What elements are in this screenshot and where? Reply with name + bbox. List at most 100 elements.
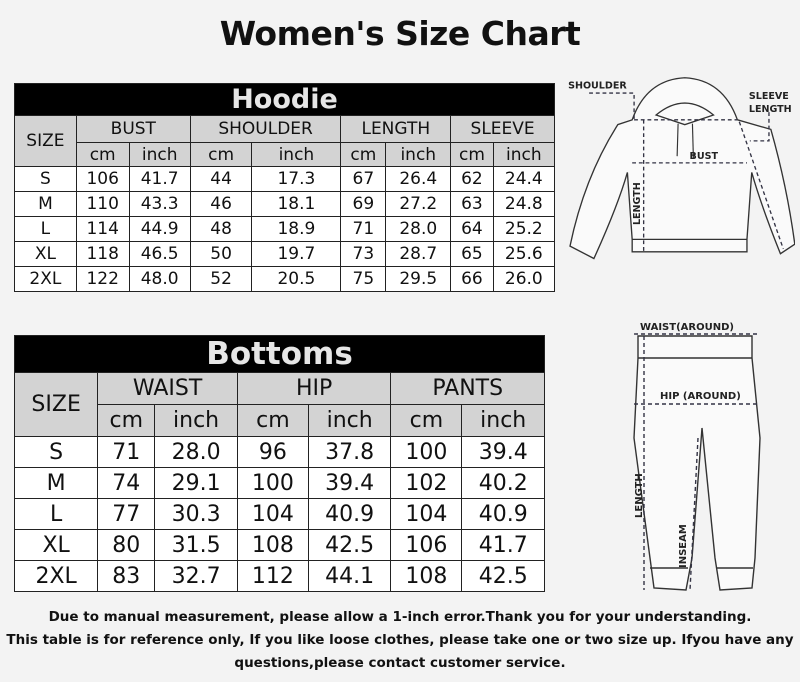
value-cell: 41.7	[461, 529, 545, 561]
value-cell: 71	[340, 216, 387, 242]
unit-header: inch	[461, 404, 545, 437]
table-row: S 106 41.7 44 17.3 67 26.4 62 24.4	[14, 166, 556, 192]
unit-header: cm	[97, 404, 156, 437]
group-header: HIP	[236, 372, 392, 405]
value-cell: 41.7	[128, 166, 191, 192]
unit-header: cm	[75, 142, 130, 167]
value-cell: 44.9	[128, 216, 191, 242]
value-cell: 44	[189, 166, 253, 192]
value-cell: 62	[450, 166, 494, 192]
size-cell: L	[14, 216, 77, 242]
value-cell: 71	[97, 436, 156, 468]
unit-header: cm	[189, 142, 253, 167]
value-cell: 28.0	[154, 436, 238, 468]
hip-label: HIP (AROUND)	[660, 391, 741, 402]
value-cell: 52	[189, 266, 253, 292]
value-cell: 19.7	[251, 241, 342, 267]
hoodie-size-table: Hoodie SIZE BUST SHOULDER LENGTH SLEEVE cm inch…	[14, 83, 556, 292]
table-row: 2XL 122 48.0 52 20.5 75 29.5 66 26.0	[14, 266, 556, 292]
table-caption: Bottoms	[14, 335, 545, 373]
table-row: XL 80 31.5 108 42.5 106 41.7	[13, 529, 545, 561]
table-row: 2XL 83 32.7 112 44.1 108 42.5	[13, 560, 545, 592]
header-row: SIZE WAIST HIP PANTS	[13, 372, 545, 437]
value-cell: 42.5	[461, 560, 545, 592]
value-cell: 20.5	[251, 266, 342, 292]
value-cell: 110	[75, 191, 130, 217]
unit-header: inch	[385, 142, 452, 167]
size-header: SIZE	[14, 115, 77, 167]
value-cell: 18.9	[251, 216, 342, 242]
unit-header: inch	[128, 142, 191, 167]
value-cell: 24.4	[492, 166, 556, 192]
value-cell: 122	[75, 266, 130, 292]
size-cell: 2XL	[13, 560, 99, 592]
unit-header: inch	[307, 404, 392, 437]
value-cell: 37.8	[307, 436, 392, 468]
value-cell: 100	[390, 436, 463, 468]
value-cell: 106	[390, 529, 463, 561]
unit-header: cm	[340, 142, 387, 167]
size-cell: 2XL	[14, 266, 77, 292]
value-cell: 104	[236, 498, 309, 530]
table-row: M 110 43.3 46 18.1 69 27.2 63 24.8	[14, 191, 556, 217]
footer-note: Due to manual measurement, please allow …	[0, 606, 800, 675]
value-cell: 75	[340, 266, 387, 292]
value-cell: 66	[450, 266, 494, 292]
size-cell: S	[13, 436, 99, 468]
value-cell: 24.8	[492, 191, 556, 217]
size-cell: M	[13, 467, 99, 499]
group-header: SLEEVE	[450, 115, 555, 143]
shoulder-label: SHOULDER	[568, 80, 627, 91]
group-header: LENGTH	[340, 115, 452, 143]
value-cell: 40.9	[307, 498, 392, 530]
pants-length-label: LENGTH	[634, 473, 645, 518]
value-cell: 69	[340, 191, 387, 217]
size-cell: M	[14, 191, 77, 217]
table-row: M 74 29.1 100 39.4 102 40.2	[13, 467, 545, 499]
caption-row: Hoodie	[14, 83, 555, 116]
value-cell: 112	[236, 560, 309, 592]
value-cell: 40.9	[461, 498, 545, 530]
value-cell: 17.3	[251, 166, 342, 192]
value-cell: 28.7	[385, 241, 452, 267]
page-title: Women's Size Chart	[219, 14, 581, 53]
unit-row: cm inch cm inch cm inch cm inch	[15, 142, 556, 167]
value-cell: 48	[189, 216, 253, 242]
unit-header: cm	[236, 404, 309, 437]
value-cell: 46	[189, 191, 253, 217]
value-cell: 80	[97, 529, 156, 561]
value-cell: 118	[75, 241, 130, 267]
value-cell: 29.5	[385, 266, 452, 292]
table-caption: Hoodie	[14, 83, 555, 116]
value-cell: 46.5	[128, 241, 191, 267]
value-cell: 96	[236, 436, 309, 468]
value-cell: 114	[75, 216, 130, 242]
hoodie-diagram: SHOULDER SLEEVE LENGTH BUST LENGTH	[568, 77, 795, 260]
size-cell: S	[14, 166, 77, 192]
size-cell: XL	[13, 529, 99, 561]
value-cell: 44.1	[307, 560, 392, 592]
value-cell: 32.7	[154, 560, 238, 592]
unit-row: cm inch cm inch cm inch	[15, 404, 545, 437]
size-cell: XL	[14, 241, 77, 267]
value-cell: 28.0	[385, 216, 452, 242]
value-cell: 63	[450, 191, 494, 217]
value-cell: 48.0	[128, 266, 191, 292]
inseam-label: INSEAM	[678, 524, 689, 568]
value-cell: 77	[97, 498, 156, 530]
value-cell: 42.5	[307, 529, 392, 561]
footer-line: questions,please contact customer servic…	[234, 655, 566, 671]
caption-row: Bottoms	[14, 335, 545, 373]
group-header: SHOULDER	[189, 115, 342, 143]
value-cell: 25.2	[492, 216, 556, 242]
value-cell: 39.4	[461, 436, 545, 468]
value-cell: 106	[75, 166, 130, 192]
group-header: PANTS	[390, 372, 545, 405]
sleeve-label-2: LENGTH	[749, 104, 792, 115]
value-cell: 100	[236, 467, 309, 499]
value-cell: 73	[340, 241, 387, 267]
size-cell: L	[13, 498, 99, 530]
value-cell: 83	[97, 560, 156, 592]
unit-header: inch	[154, 404, 238, 437]
value-cell: 64	[450, 216, 494, 242]
